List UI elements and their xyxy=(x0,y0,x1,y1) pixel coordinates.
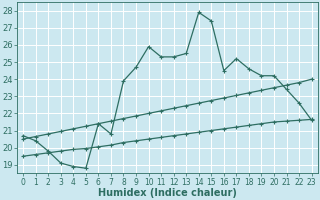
X-axis label: Humidex (Indice chaleur): Humidex (Indice chaleur) xyxy=(98,188,237,198)
